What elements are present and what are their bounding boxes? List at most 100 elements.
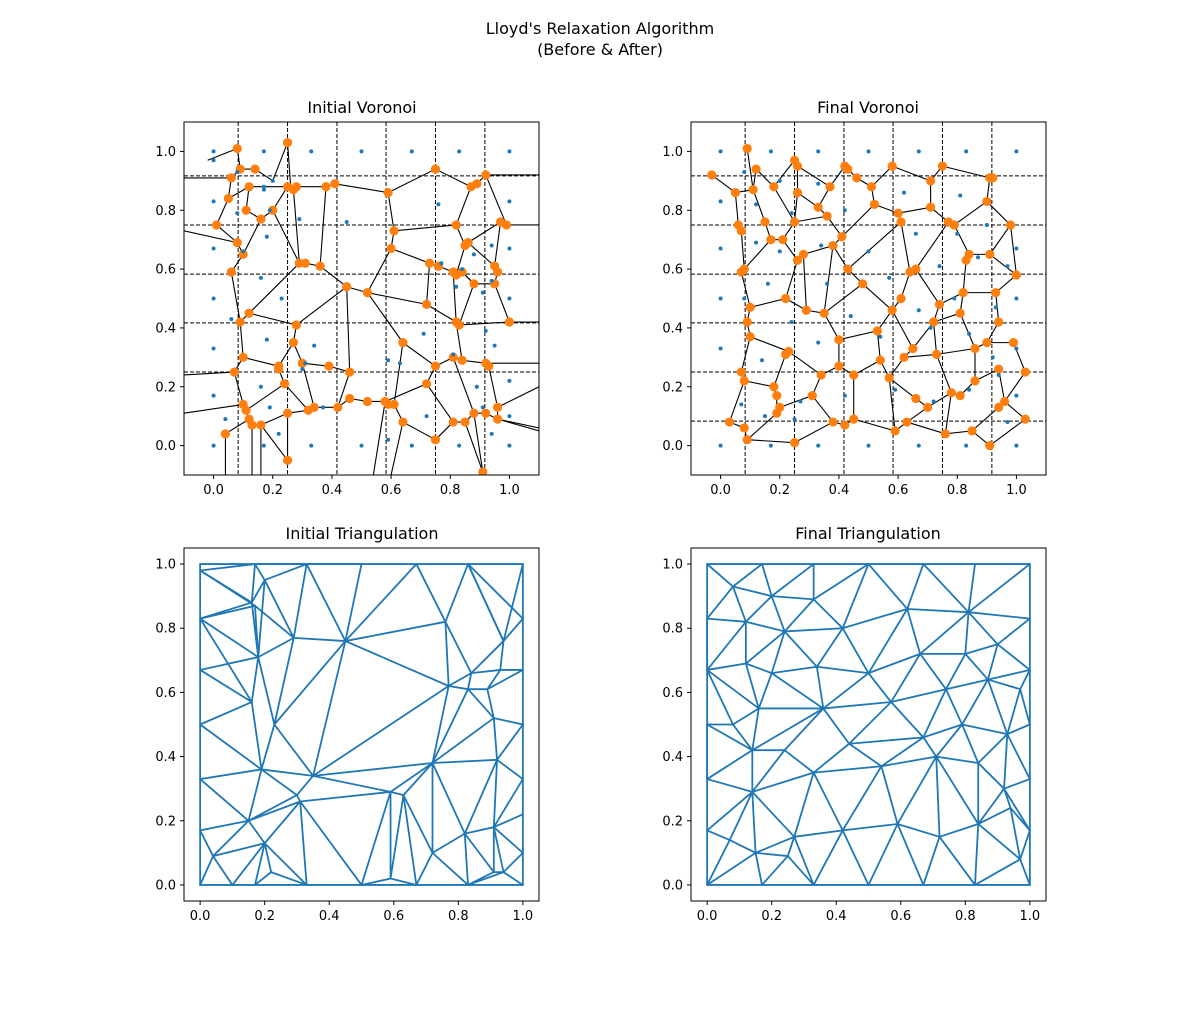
site-point	[718, 246, 723, 251]
x-tick-label: 1.0	[1020, 909, 1041, 924]
triangle-edge	[822, 701, 892, 710]
voronoi-vertex	[457, 267, 467, 277]
site-point	[454, 284, 459, 289]
x-tick-label: 0.0	[710, 483, 731, 498]
site-point	[928, 325, 933, 330]
site-point	[718, 346, 723, 351]
triangle-edge	[945, 653, 967, 691]
triangle-edge	[199, 819, 250, 832]
voronoi-vertex	[843, 264, 853, 274]
triangle-edge	[1019, 688, 1031, 726]
triangle-edge	[996, 617, 1031, 646]
voronoi-edge	[823, 312, 840, 340]
voronoi-vertex	[902, 417, 912, 427]
site-point	[303, 361, 308, 366]
triangle-edge	[250, 701, 263, 771]
site-point	[270, 178, 275, 183]
site-point	[718, 149, 723, 154]
triangle-edge	[987, 678, 1009, 736]
triangle-edge	[757, 672, 773, 710]
voronoi-vertex	[887, 161, 897, 171]
site-point	[258, 275, 263, 280]
voronoi-vertex	[223, 193, 233, 204]
y-tick-label: 0.2	[662, 380, 683, 395]
site-point	[424, 414, 429, 419]
voronoi-edge	[230, 271, 241, 323]
site-point	[507, 443, 512, 448]
site-point	[451, 352, 456, 357]
voronoi-vertex	[238, 352, 248, 362]
triangle-edge	[977, 733, 1009, 764]
voronoi-edge	[953, 200, 988, 226]
site-point	[789, 211, 794, 216]
voronoi-edge	[455, 245, 466, 276]
voronoi-edge	[802, 254, 807, 311]
x-tick-label: 0.8	[440, 483, 461, 498]
voronoi-vertex	[994, 364, 1004, 374]
voronoi-edge	[334, 183, 389, 194]
voronoi-edge	[233, 371, 244, 405]
site-point	[489, 431, 494, 436]
voronoi-vertex	[928, 317, 939, 327]
triangle-edge	[263, 800, 302, 845]
voronoi-vertex	[798, 249, 809, 259]
triangle-edge	[502, 871, 524, 886]
y-tick-label: 0.8	[662, 622, 683, 637]
site-point	[718, 199, 723, 204]
triangle-edge	[706, 617, 747, 623]
triangle-edge	[247, 794, 298, 822]
triangle-edge	[344, 640, 450, 687]
triangle-edge	[305, 563, 347, 642]
voronoi-vertex	[866, 182, 877, 192]
site-point	[789, 320, 794, 325]
voronoi-vertex	[342, 282, 352, 292]
voronoi-edge	[752, 189, 766, 223]
site-point	[211, 296, 216, 301]
triangle-edge	[841, 765, 883, 832]
triangle-edge	[906, 563, 925, 610]
triangle-edge	[706, 829, 731, 841]
triangle-edge	[299, 800, 308, 886]
voronoi-vertex	[492, 267, 503, 277]
voronoi-edge	[426, 263, 431, 305]
triangle-edge	[254, 563, 266, 581]
voronoi-vertex	[244, 308, 254, 318]
voronoi-vertex	[330, 179, 340, 189]
site-point	[474, 384, 479, 389]
voronoi-edge	[838, 330, 878, 341]
triangle-edge	[447, 685, 469, 691]
site-point	[309, 149, 314, 154]
triangle-edge	[935, 723, 963, 758]
voronoi-vertex	[300, 258, 310, 268]
voronoi-vertex	[999, 396, 1010, 407]
triangle-edge	[199, 617, 260, 659]
triangle-edge	[212, 855, 234, 886]
triangle-edge	[867, 608, 909, 675]
x-tick-label: 0.4	[319, 909, 340, 924]
voronoi-edge	[1004, 371, 1026, 402]
voronoi-edge	[743, 239, 772, 270]
voronoi-vertex	[389, 226, 399, 236]
voronoi-edge	[915, 268, 940, 305]
triangle-edge	[922, 736, 938, 758]
voronoi-edge	[248, 262, 300, 314]
voronoi-vertex	[282, 455, 293, 465]
site-point	[409, 443, 414, 448]
triangle-edge	[841, 608, 909, 630]
triangle-edge	[1019, 669, 1031, 691]
voronoi-edge	[891, 165, 931, 182]
triangle-edge	[431, 717, 495, 764]
site-point	[359, 443, 364, 448]
site-point	[842, 393, 847, 398]
triangle-edge	[502, 563, 524, 642]
triangle-edge	[254, 604, 295, 639]
triangle-edge	[744, 662, 773, 675]
voronoi-vertex	[274, 361, 284, 371]
site-point	[967, 331, 972, 336]
triangle-edge	[761, 855, 789, 886]
voronoi-edge	[862, 283, 893, 311]
triangle-edge	[389, 762, 434, 793]
site-point	[967, 387, 972, 392]
voronoi-edge	[933, 312, 961, 323]
voronoi-edge	[832, 245, 849, 270]
